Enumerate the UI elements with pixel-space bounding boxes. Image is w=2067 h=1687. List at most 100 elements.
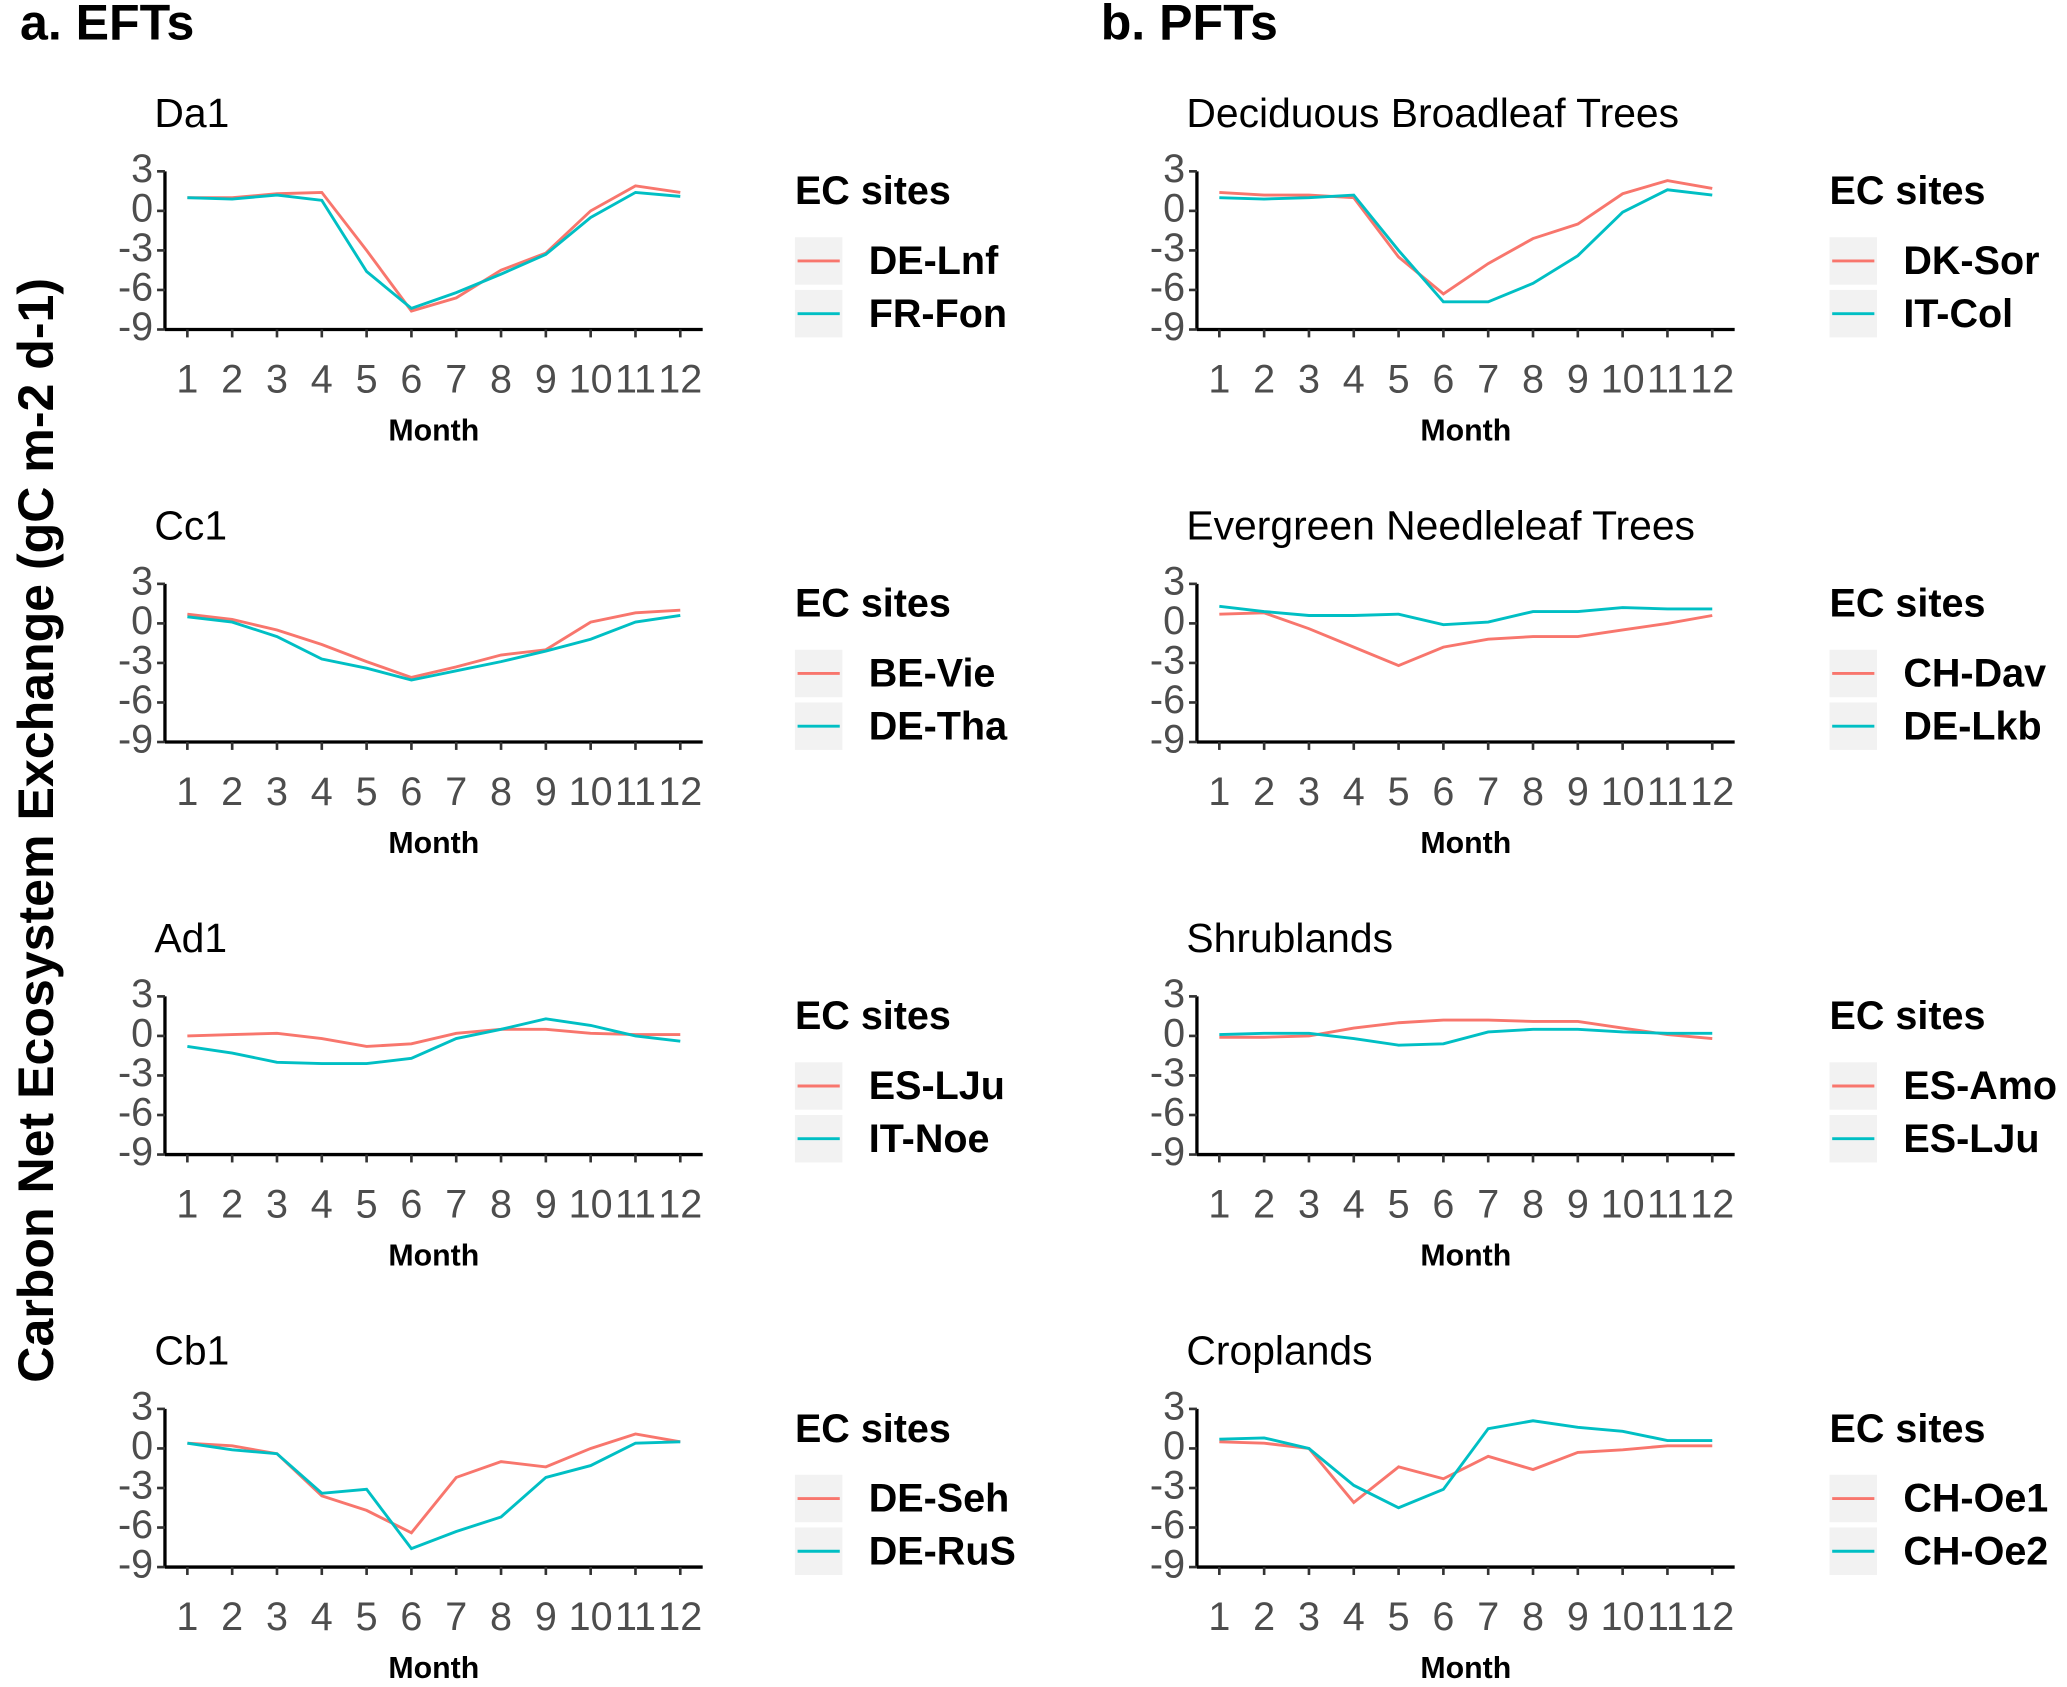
y-tick-label: -3 [1150, 1051, 1185, 1095]
y-tick-label: -9 [1150, 717, 1185, 761]
x-tick-label: 7 [445, 770, 467, 814]
legend-label: DE-Tha [869, 704, 1008, 748]
x-tick-label: 10 [569, 358, 613, 402]
x-axis-label: Month [388, 414, 479, 447]
x-tick-label: 5 [356, 1595, 378, 1639]
x-tick-label: 9 [1567, 770, 1589, 814]
y-tick-label: -3 [1150, 638, 1185, 682]
y-tick-label: -3 [118, 1463, 153, 1507]
y-tick-label: -9 [118, 717, 153, 761]
series-line [187, 608, 681, 679]
x-tick-label: 12 [1690, 770, 1734, 814]
x-tick-label: 10 [1601, 1183, 1645, 1227]
series-line [1219, 179, 1713, 296]
legend-label: IT-Col [1903, 292, 2013, 336]
x-axis-label: Month [1420, 827, 1511, 860]
y-tick-label: 3 [131, 1384, 153, 1428]
legend-label: CH-Oe1 [1903, 1477, 2048, 1521]
y-tick-label: -9 [118, 1543, 153, 1587]
x-tick-label: 1 [176, 358, 198, 402]
x-tick-label: 4 [1343, 1595, 1365, 1639]
x-tick-label: 10 [569, 1183, 613, 1227]
x-tick-label: 1 [1208, 358, 1230, 402]
x-tick-label: 12 [658, 770, 702, 814]
legend-label: CH-Dav [1903, 652, 2046, 696]
x-axis-label: Month [388, 1239, 479, 1272]
x-tick-label: 4 [311, 1595, 333, 1639]
x-tick-label: 7 [445, 358, 467, 402]
x-tick-label: 11 [1647, 1183, 1688, 1227]
legend-title: EC sites [1830, 582, 1986, 626]
y-tick-label: 3 [1163, 1384, 1185, 1428]
x-tick-label: 9 [1567, 358, 1589, 402]
subplot-title: Shrublands [1186, 915, 1393, 961]
y-tick-label: 0 [1163, 1011, 1185, 1055]
series-line [1219, 1027, 1713, 1047]
x-tick-label: 7 [1477, 1183, 1499, 1227]
y-tick-label: 3 [131, 559, 153, 603]
x-tick-label: 6 [1432, 358, 1454, 402]
subplot-title: Croplands [1186, 1327, 1372, 1373]
y-axis-label: Carbon Net Ecosystem Exchange (gC m-2 d-… [8, 278, 64, 1383]
legend-title: EC sites [795, 994, 951, 1038]
x-tick-label: 10 [569, 770, 613, 814]
x-tick-label: 1 [1208, 1183, 1230, 1227]
legend-title: EC sites [1830, 1407, 1986, 1451]
x-axis-label: Month [1420, 414, 1511, 447]
legend-label: ES-LJu [1903, 1117, 2039, 1161]
x-tick-label: 8 [1522, 1595, 1544, 1639]
x-tick-label: 12 [1690, 358, 1734, 402]
x-tick-label: 5 [1388, 770, 1410, 814]
x-tick-label: 8 [490, 358, 512, 402]
y-tick-label: -3 [118, 226, 153, 270]
x-tick-label: 2 [1253, 770, 1275, 814]
legend-label: DE-Lnf [869, 239, 999, 283]
x-tick-label: 1 [176, 1183, 198, 1227]
x-tick-label: 9 [535, 358, 557, 402]
x-tick-label: 12 [1690, 1183, 1734, 1227]
y-tick-label: 0 [131, 1424, 153, 1468]
x-tick-label: 12 [658, 1595, 702, 1639]
series-line [1219, 1440, 1713, 1505]
series-line [1219, 611, 1713, 668]
x-tick-label: 7 [445, 1595, 467, 1639]
legend-title: EC sites [1830, 169, 1986, 213]
legend-title: EC sites [795, 582, 951, 626]
x-tick-label: 1 [176, 770, 198, 814]
subplot-title: Da1 [154, 90, 229, 136]
x-tick-label: 6 [400, 358, 422, 402]
panel-label: a. EFTs [20, 0, 194, 51]
x-tick-label: 2 [221, 358, 243, 402]
x-tick-label: 4 [311, 770, 333, 814]
x-tick-label: 10 [1601, 770, 1645, 814]
x-tick-label: 12 [658, 358, 702, 402]
x-tick-label: 5 [1388, 358, 1410, 402]
x-tick-label: 8 [490, 1183, 512, 1227]
x-tick-label: 1 [1208, 1595, 1230, 1639]
subplot-title: Deciduous Broadleaf Trees [1186, 90, 1679, 136]
legend-label: DE-Seh [869, 1477, 1010, 1521]
legend-title: EC sites [795, 169, 951, 213]
x-tick-label: 12 [658, 1183, 702, 1227]
x-tick-label: 8 [1522, 358, 1544, 402]
x-tick-label: 6 [1432, 770, 1454, 814]
x-tick-label: 3 [1298, 1595, 1320, 1639]
x-tick-label: 8 [1522, 770, 1544, 814]
x-tick-label: 6 [400, 770, 422, 814]
subplot-title: Cb1 [154, 1327, 229, 1373]
legend-label: FR-Fon [869, 292, 1007, 336]
y-tick-label: 3 [131, 147, 153, 191]
y-tick-label: -6 [118, 265, 153, 309]
y-tick-label: 0 [131, 1011, 153, 1055]
x-tick-label: 9 [1567, 1595, 1589, 1639]
x-tick-label: 4 [311, 1183, 333, 1227]
x-tick-label: 3 [1298, 358, 1320, 402]
x-tick-label: 6 [400, 1183, 422, 1227]
x-tick-label: 4 [311, 358, 333, 402]
legend-label: CH-Oe2 [1903, 1529, 2048, 1573]
x-tick-label: 8 [490, 1595, 512, 1639]
x-tick-label: 9 [1567, 1183, 1589, 1227]
